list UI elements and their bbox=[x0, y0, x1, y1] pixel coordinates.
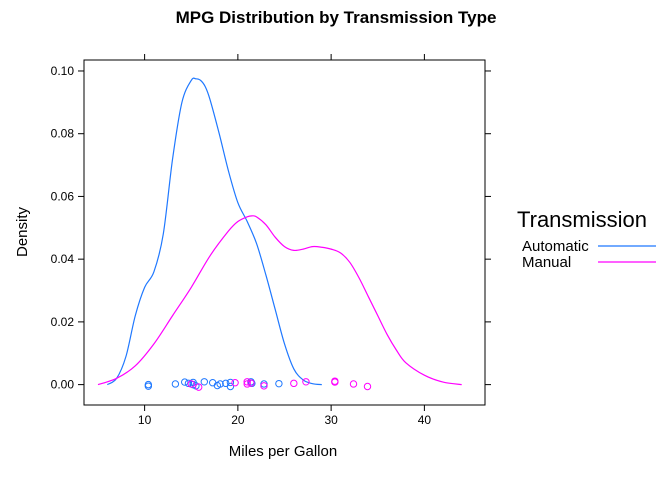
rug-point-manual bbox=[363, 382, 372, 391]
rug-point-manual bbox=[231, 379, 239, 387]
rug-point-manual bbox=[331, 378, 339, 386]
rug-point-manual bbox=[302, 378, 310, 386]
rug-point-automatic bbox=[216, 380, 224, 388]
rug-point-manual bbox=[247, 379, 255, 387]
rug-point-manual bbox=[349, 380, 358, 388]
legend-label-automatic: Automatic bbox=[522, 238, 589, 255]
y-axis: 0.00 0.02 0.04 0.06 0.08 0.10 bbox=[51, 64, 491, 392]
rug-point-automatic bbox=[181, 378, 189, 386]
density-curves bbox=[97, 77, 462, 386]
legend-label-manual: Manual bbox=[522, 254, 571, 271]
rug-point-automatic bbox=[226, 382, 235, 391]
rug-point-automatic bbox=[226, 378, 235, 387]
rug-points bbox=[144, 377, 372, 391]
rug-point-automatic bbox=[171, 380, 180, 388]
x-tick-label: 30 bbox=[324, 413, 338, 427]
rug-point-manual bbox=[243, 380, 251, 388]
chart-title: MPG Distribution by Transmission Type bbox=[176, 8, 497, 27]
rug-point-automatic bbox=[184, 379, 193, 388]
x-tick-label: 10 bbox=[138, 413, 152, 427]
y-axis-label: Density bbox=[14, 206, 31, 257]
plot-frame bbox=[83, 59, 486, 406]
density-line-manual bbox=[97, 215, 462, 386]
x-axis: 10 20 30 40 bbox=[138, 54, 431, 427]
rug-point-automatic bbox=[200, 378, 209, 386]
rug-point-automatic bbox=[275, 379, 283, 388]
rug-point-manual bbox=[243, 378, 251, 386]
rug-point-manual bbox=[260, 382, 268, 390]
y-tick-label: 0.06 bbox=[51, 189, 75, 203]
rug-point-manual bbox=[195, 383, 203, 391]
y-tick-label: 0.04 bbox=[51, 252, 75, 266]
x-axis-label: Miles per Gallon bbox=[229, 443, 337, 460]
rug-point-automatic bbox=[208, 379, 217, 387]
y-tick-label: 0.10 bbox=[51, 64, 75, 78]
y-tick-label: 0.00 bbox=[51, 378, 75, 392]
rug-point-automatic bbox=[260, 380, 268, 388]
density-line-automatic bbox=[106, 77, 322, 386]
y-tick-label: 0.08 bbox=[51, 127, 75, 141]
rug-point-automatic bbox=[144, 382, 153, 390]
x-tick-label: 40 bbox=[418, 413, 432, 427]
rug-point-manual bbox=[187, 380, 195, 388]
rug-point-manual bbox=[290, 379, 298, 388]
x-tick-label: 20 bbox=[231, 413, 245, 427]
legend-title: Transmission bbox=[517, 207, 647, 232]
y-tick-label: 0.02 bbox=[51, 315, 75, 329]
